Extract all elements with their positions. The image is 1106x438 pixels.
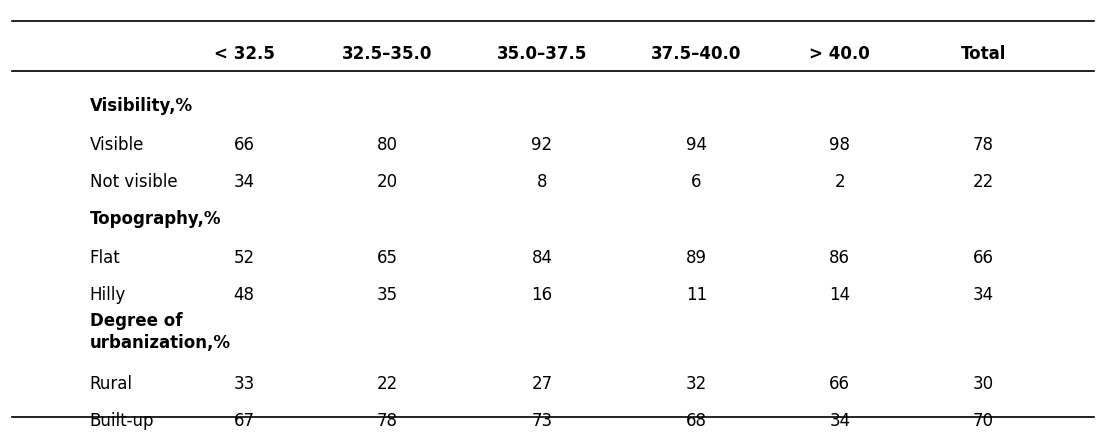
Text: Built-up: Built-up [90,413,154,431]
Text: 80: 80 [377,136,398,154]
Text: 67: 67 [233,413,254,431]
Text: 78: 78 [973,136,994,154]
Text: 22: 22 [377,375,398,393]
Text: Total: Total [961,45,1006,63]
Text: 6: 6 [691,173,701,191]
Text: 84: 84 [532,249,553,267]
Text: 35.0–37.5: 35.0–37.5 [497,45,587,63]
Text: 37.5–40.0: 37.5–40.0 [651,45,742,63]
Text: 66: 66 [233,136,254,154]
Text: Rural: Rural [90,375,133,393]
Text: Hilly: Hilly [90,286,126,304]
Text: 89: 89 [686,249,707,267]
Text: Degree of
urbanization,%: Degree of urbanization,% [90,312,231,352]
Text: 66: 66 [973,249,994,267]
Text: 98: 98 [830,136,851,154]
Text: 66: 66 [830,375,851,393]
Text: 34: 34 [972,286,994,304]
Text: 94: 94 [686,136,707,154]
Text: 65: 65 [377,249,398,267]
Text: 73: 73 [531,413,553,431]
Text: 2: 2 [835,173,845,191]
Text: < 32.5: < 32.5 [213,45,274,63]
Text: 32: 32 [686,375,707,393]
Text: Topography,%: Topography,% [90,210,221,228]
Text: 14: 14 [830,286,851,304]
Text: Visible: Visible [90,136,144,154]
Text: 11: 11 [686,286,707,304]
Text: 86: 86 [830,249,851,267]
Text: 48: 48 [233,286,254,304]
Text: 70: 70 [973,413,994,431]
Text: 30: 30 [972,375,994,393]
Text: Visibility,%: Visibility,% [90,97,192,115]
Text: 34: 34 [233,173,254,191]
Text: 68: 68 [686,413,707,431]
Text: 27: 27 [531,375,553,393]
Text: 32.5–35.0: 32.5–35.0 [343,45,432,63]
Text: 16: 16 [531,286,553,304]
Text: 78: 78 [377,413,398,431]
Text: Not visible: Not visible [90,173,177,191]
Text: Flat: Flat [90,249,121,267]
Text: 22: 22 [972,173,994,191]
Text: 35: 35 [377,286,398,304]
Text: 8: 8 [536,173,547,191]
Text: 34: 34 [830,413,851,431]
Text: 92: 92 [531,136,553,154]
Text: 33: 33 [233,375,254,393]
Text: > 40.0: > 40.0 [810,45,870,63]
Text: 52: 52 [233,249,254,267]
Text: 20: 20 [377,173,398,191]
